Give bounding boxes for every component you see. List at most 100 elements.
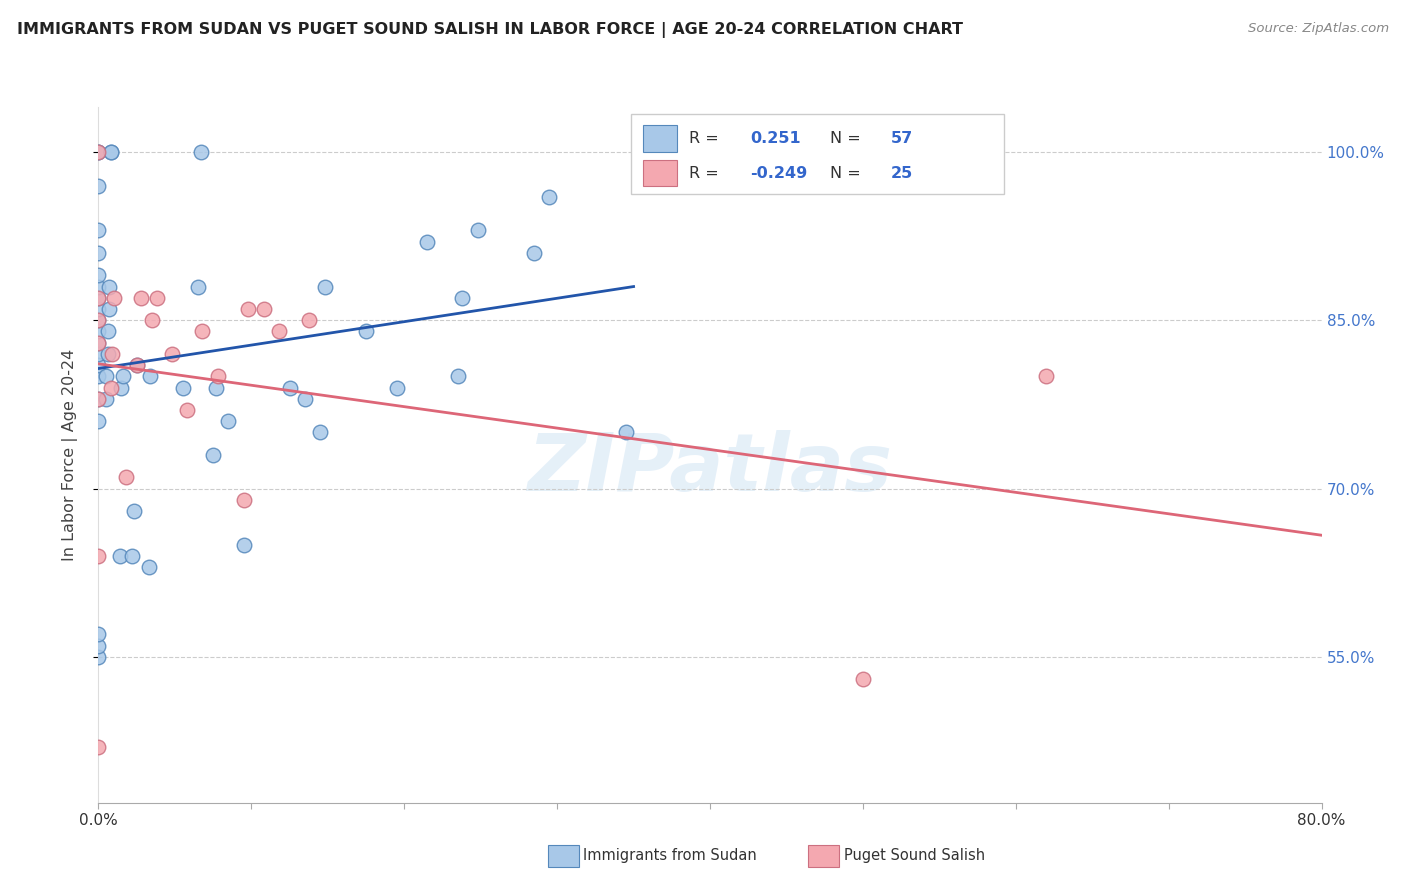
Point <box>385 381 408 395</box>
Point <box>97 325 120 339</box>
Point <box>87 291 110 305</box>
Point <box>205 381 228 395</box>
Point <box>115 470 138 484</box>
Text: N =: N = <box>830 166 866 181</box>
Point <box>87 145 110 159</box>
Point <box>172 381 194 395</box>
Point <box>298 313 321 327</box>
Point <box>121 549 143 563</box>
Point <box>692 145 714 159</box>
Point <box>538 190 561 204</box>
Point <box>191 325 214 339</box>
Point <box>111 369 134 384</box>
Point <box>160 347 183 361</box>
Text: 0.251: 0.251 <box>751 131 801 146</box>
Point <box>447 369 470 384</box>
Point <box>87 246 110 260</box>
Point <box>207 369 229 384</box>
Text: ZIPatlas: ZIPatlas <box>527 430 893 508</box>
Point <box>87 178 110 193</box>
Point <box>451 291 474 305</box>
Point <box>87 335 110 350</box>
Point <box>523 246 546 260</box>
Point <box>108 549 131 563</box>
Text: Source: ZipAtlas.com: Source: ZipAtlas.com <box>1249 22 1389 36</box>
Point <box>87 325 110 339</box>
Point <box>87 313 110 327</box>
Text: 57: 57 <box>891 131 914 146</box>
Point <box>87 639 110 653</box>
Point <box>98 301 121 316</box>
Point <box>354 325 377 339</box>
Point <box>125 358 148 372</box>
Point <box>122 504 145 518</box>
Point <box>314 279 336 293</box>
Point <box>176 403 198 417</box>
Point <box>87 347 110 361</box>
Point <box>87 301 110 316</box>
Text: R =: R = <box>689 131 724 146</box>
Text: IMMIGRANTS FROM SUDAN VS PUGET SOUND SALISH IN LABOR FORCE | AGE 20-24 CORRELATI: IMMIGRANTS FROM SUDAN VS PUGET SOUND SAL… <box>17 22 963 38</box>
Point <box>110 381 132 395</box>
Point <box>87 369 110 384</box>
Point <box>87 145 110 159</box>
Point <box>103 291 125 305</box>
Text: N =: N = <box>830 131 866 146</box>
Point <box>416 235 439 249</box>
Point <box>267 325 290 339</box>
Text: Immigrants from Sudan: Immigrants from Sudan <box>583 848 758 863</box>
Point <box>217 414 239 428</box>
Point <box>87 358 110 372</box>
Text: R =: R = <box>689 166 724 181</box>
Point <box>100 145 122 159</box>
Text: Puget Sound Salish: Puget Sound Salish <box>844 848 984 863</box>
Point <box>190 145 212 159</box>
FancyBboxPatch shape <box>643 160 678 186</box>
Point <box>87 392 110 406</box>
FancyBboxPatch shape <box>630 114 1004 194</box>
Point <box>87 223 110 237</box>
Point <box>87 649 110 664</box>
Point <box>309 425 332 440</box>
Point <box>238 301 260 316</box>
Point <box>145 291 167 305</box>
Point <box>232 492 254 507</box>
Text: -0.249: -0.249 <box>751 166 807 181</box>
Point <box>278 381 301 395</box>
Text: 25: 25 <box>891 166 914 181</box>
Point <box>467 223 489 237</box>
Point <box>94 392 117 406</box>
FancyBboxPatch shape <box>643 125 678 152</box>
Point <box>87 392 110 406</box>
Point <box>87 414 110 428</box>
Point <box>202 448 225 462</box>
Point <box>87 145 110 159</box>
Point <box>125 358 148 372</box>
Point <box>87 279 110 293</box>
Point <box>252 301 274 316</box>
Point <box>138 560 160 574</box>
Point <box>87 313 110 327</box>
Point <box>98 279 121 293</box>
Point <box>294 392 316 406</box>
Point <box>87 739 110 754</box>
Point <box>87 291 110 305</box>
Point <box>129 291 152 305</box>
Point <box>87 627 110 641</box>
Point <box>141 313 163 327</box>
Point <box>614 425 637 440</box>
Point <box>1035 369 1057 384</box>
Point <box>87 549 110 563</box>
Point <box>100 145 122 159</box>
Point <box>852 673 875 687</box>
Point <box>187 279 209 293</box>
Point <box>101 347 124 361</box>
Y-axis label: In Labor Force | Age 20-24: In Labor Force | Age 20-24 <box>62 349 77 561</box>
Point <box>97 347 120 361</box>
Point <box>94 369 117 384</box>
Point <box>87 268 110 283</box>
Point <box>232 538 254 552</box>
Point <box>139 369 162 384</box>
Point <box>87 335 110 350</box>
Point <box>100 381 122 395</box>
